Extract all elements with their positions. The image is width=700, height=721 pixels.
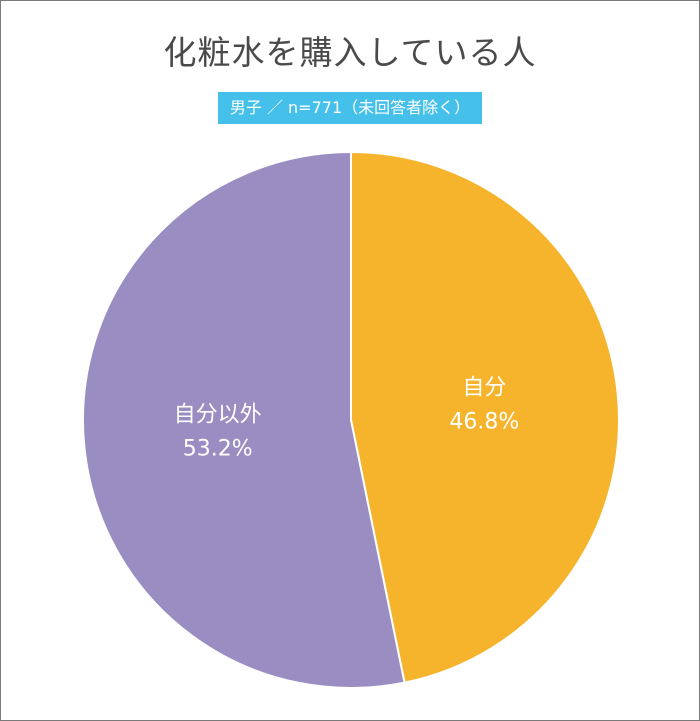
slice-label-name: 自分以外	[174, 402, 262, 427]
slice-label-value: 46.8%	[449, 410, 519, 435]
subtitle-wrap: 男子 ／ n=771（未回答者除く）	[1, 92, 699, 124]
pie-labels: 自分 46.8% 自分以外 53.2%	[174, 376, 520, 462]
pie-slices	[81, 150, 620, 689]
chart-subtitle: 男子 ／ n=771（未回答者除く）	[217, 92, 483, 124]
slice-label-name: 自分	[462, 376, 506, 401]
label-other: 自分以外 53.2%	[174, 402, 262, 461]
slice-other	[81, 150, 406, 689]
chart-title: 化粧水を購入している人	[163, 33, 537, 72]
slice-self	[350, 150, 620, 684]
slice-label-value: 53.2%	[183, 436, 253, 461]
label-self: 自分 46.8%	[449, 376, 519, 435]
